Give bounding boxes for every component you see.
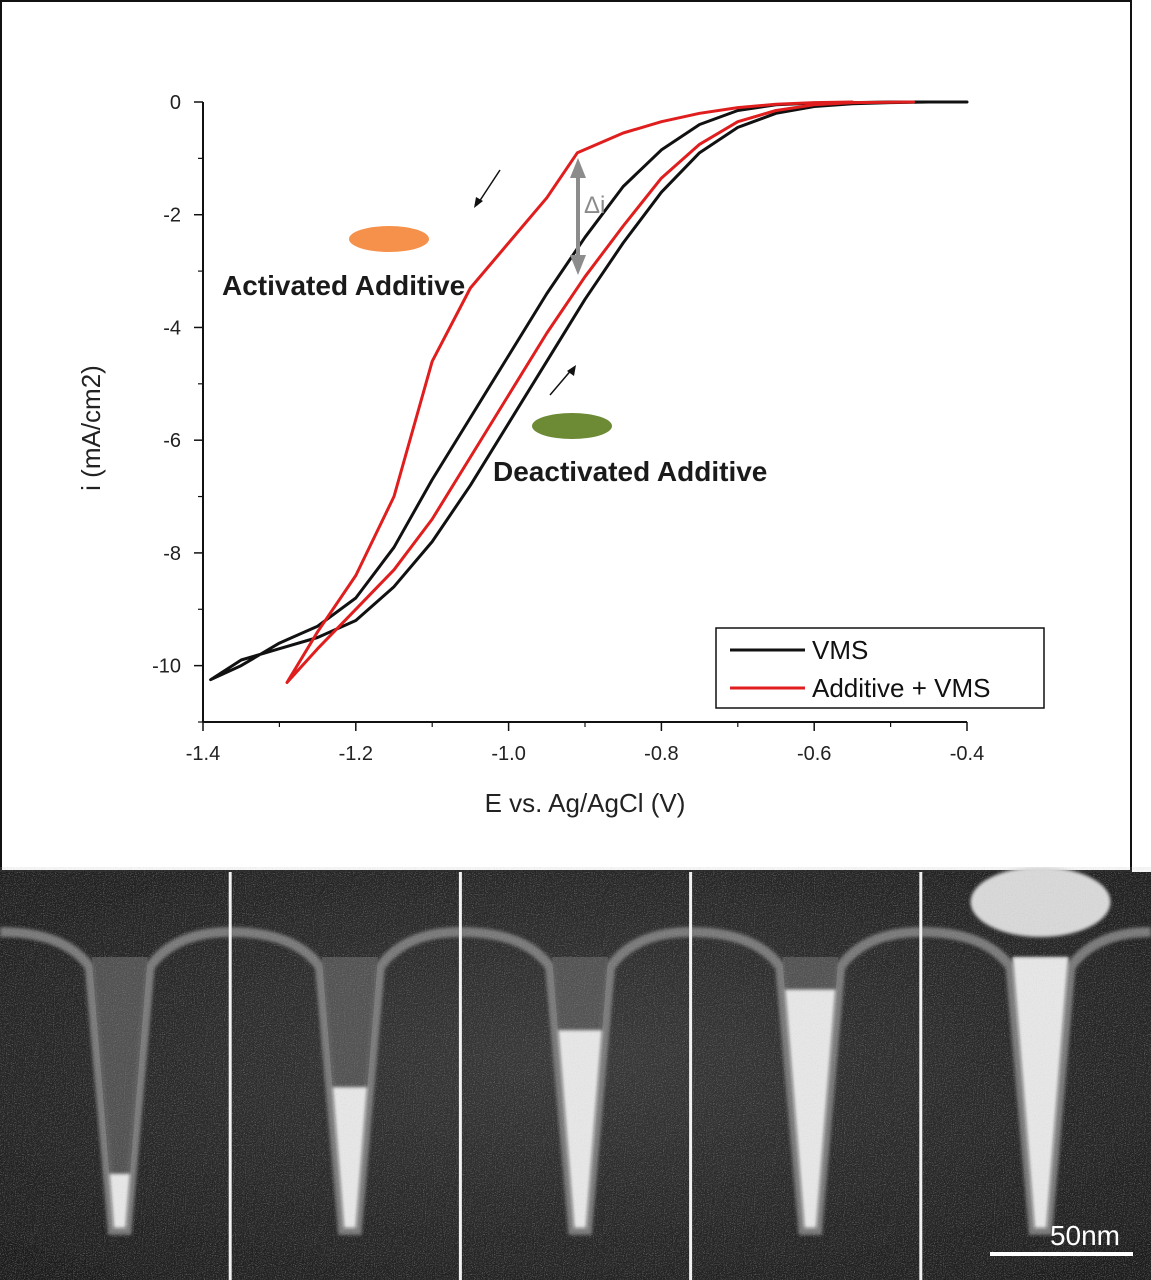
series-layer: [209, 100, 969, 684]
trench-interior: [91, 957, 148, 1228]
activated-additive-label: Activated Additive: [222, 270, 465, 301]
scale-bar-label: 50nm: [1050, 1220, 1120, 1251]
y-tick-label: -6: [163, 430, 181, 452]
scan-direction-arrowhead-up: [567, 365, 576, 376]
copper-fill: [1012, 957, 1069, 1228]
scan-direction-arrow-down: [476, 169, 501, 206]
y-tick-label: -4: [163, 317, 181, 339]
annotations: Activated Additive Deactivated Additive …: [222, 158, 767, 487]
x-tick-label: -0.4: [950, 743, 984, 765]
tem-micrograph-strip: [0, 867, 1151, 1280]
copper-fill: [558, 1030, 603, 1228]
y-tick-label: 0: [170, 92, 181, 114]
series-line-additive-vms: [285, 100, 915, 684]
legend-box: [715, 627, 1045, 709]
activated-additive-marker: [349, 226, 429, 252]
scan-direction-arrowhead-down: [474, 197, 483, 208]
deactivated-additive-label: Deactivated Additive: [493, 456, 767, 487]
series-line-vms: [209, 100, 969, 682]
x-tick-label: -0.6: [797, 743, 831, 765]
axes: -1.4 -1.2 -1.0 -0.8 -0.6 -0.4 0 -2 -4 -6 -8 -10: [152, 92, 984, 765]
x-tick-label: -1.0: [491, 743, 525, 765]
trench-liner: [460, 927, 691, 1235]
x-tick-label: -1.4: [186, 743, 220, 765]
legend-label-vms: VMS: [812, 635, 868, 665]
y-tick-label: -10: [152, 656, 181, 678]
deactivated-additive-marker: [532, 413, 612, 439]
micrograph-panel: [460, 927, 691, 1235]
y-tick-label: -2: [163, 205, 181, 227]
micrograph-panel: [920, 867, 1151, 1235]
delta-i-arrow: [570, 158, 586, 275]
x-tick-label: -1.2: [339, 743, 373, 765]
y-tick-label: -8: [163, 543, 181, 565]
micrograph-panel: [0, 927, 231, 1235]
copper-fill: [784, 989, 836, 1228]
x-axis-title: E vs. Ag/AgCl (V): [485, 788, 686, 818]
copper-fill: [332, 1087, 368, 1228]
delta-i-label: Δi: [584, 192, 605, 219]
micrograph-panel: [690, 927, 921, 1235]
legend: VMS Additive + VMS: [715, 627, 1045, 709]
micrograph-panel: [230, 927, 461, 1235]
overburden: [970, 867, 1111, 937]
trench-liner: [230, 927, 461, 1235]
trench-liner: [690, 927, 921, 1235]
x-tick-label: -0.8: [644, 743, 678, 765]
trench-liner: [920, 927, 1151, 1235]
chart: -1.4 -1.2 -1.0 -0.8 -0.6 -0.4 0 -2 -4 -6 -8 -10 Act…: [76, 92, 1045, 818]
trench-liner: [0, 927, 231, 1235]
copper-fill: [109, 1173, 131, 1228]
legend-label-additive-vms: Additive + VMS: [812, 673, 990, 703]
y-axis-title: i (mA/cm2): [76, 365, 106, 491]
